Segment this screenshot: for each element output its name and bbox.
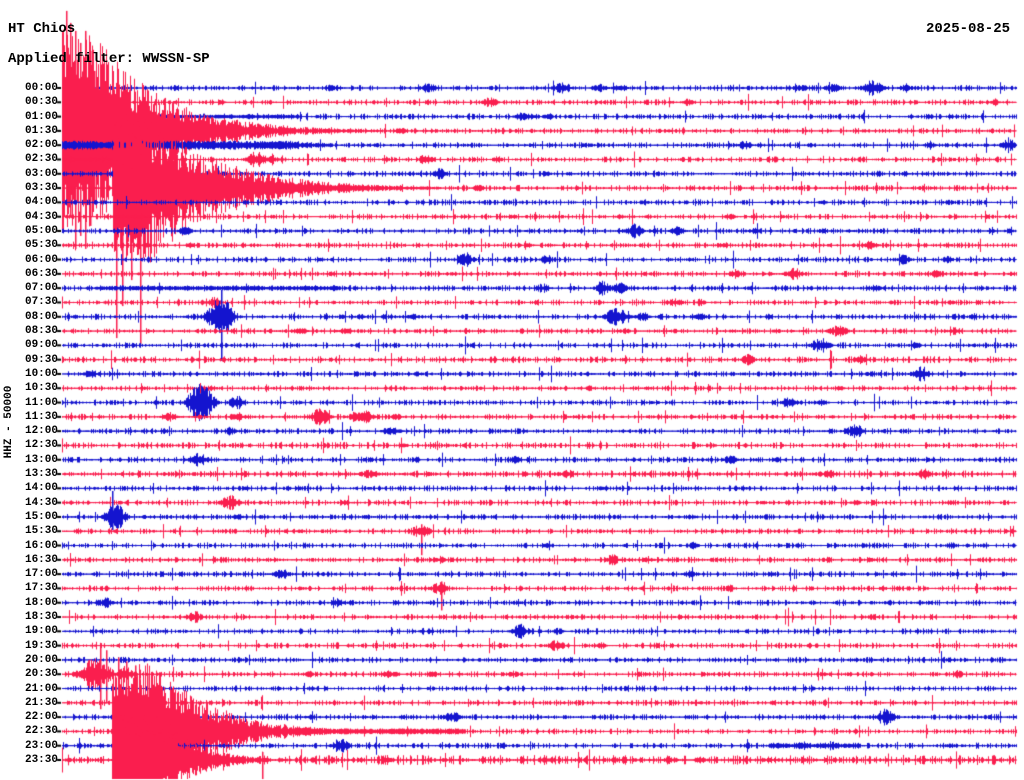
time-label: 20:30 [24,668,58,681]
time-label: 17:00 [24,568,58,581]
time-label: 22:30 [24,725,58,738]
time-label: 21:00 [24,682,58,695]
time-label: 23:00 [24,739,58,752]
time-label: 18:00 [24,596,58,609]
time-label: 07:00 [24,282,58,295]
time-label: 07:30 [24,296,58,309]
time-label: 03:00 [24,167,58,180]
time-label: 08:30 [24,325,58,338]
time-label: 01:00 [24,110,58,123]
time-label: 19:30 [24,639,58,652]
time-label: 00:00 [24,82,58,94]
time-label: 08:00 [24,310,58,323]
time-label: 10:30 [24,382,58,395]
time-label: 14:30 [24,496,58,509]
time-label: 17:30 [24,582,58,595]
time-label: 11:30 [24,410,58,423]
time-label: 21:30 [24,696,58,709]
time-label: 02:30 [24,153,58,166]
time-label: 09:00 [24,339,58,352]
time-label: 01:30 [24,124,58,137]
time-label: 22:00 [24,711,58,724]
time-label: 03:30 [24,182,58,195]
time-label: 23:30 [24,754,58,766]
time-label: 05:30 [24,239,58,252]
time-label: 13:30 [24,468,58,481]
time-label: 12:00 [24,425,58,438]
station-title: HT Chios [8,21,76,37]
time-label: 10:00 [24,367,58,380]
time-label: 12:30 [24,439,58,452]
time-label: 11:00 [24,396,58,409]
time-label: 00:30 [24,96,58,109]
time-label: 06:30 [24,267,58,280]
time-label: 19:00 [24,625,58,638]
time-label: 15:30 [24,525,58,538]
time-label: 13:00 [24,453,58,466]
time-label: 15:00 [24,510,58,523]
time-label: 04:00 [24,196,58,209]
time-label: 16:00 [24,539,58,552]
time-label: 09:30 [24,353,58,366]
time-label: 06:00 [24,253,58,266]
time-label: 18:30 [24,611,58,624]
time-label: 14:00 [24,482,58,495]
time-label: 02:00 [24,139,58,152]
time-label: 16:30 [24,553,58,566]
applied-filter-label: Applied filter: WWSSN-SP [8,51,210,67]
time-label: 05:00 [24,224,58,237]
time-label: 04:30 [24,210,58,223]
time-label: 20:00 [24,653,58,666]
date-label: 2025-08-25 [925,21,1010,37]
